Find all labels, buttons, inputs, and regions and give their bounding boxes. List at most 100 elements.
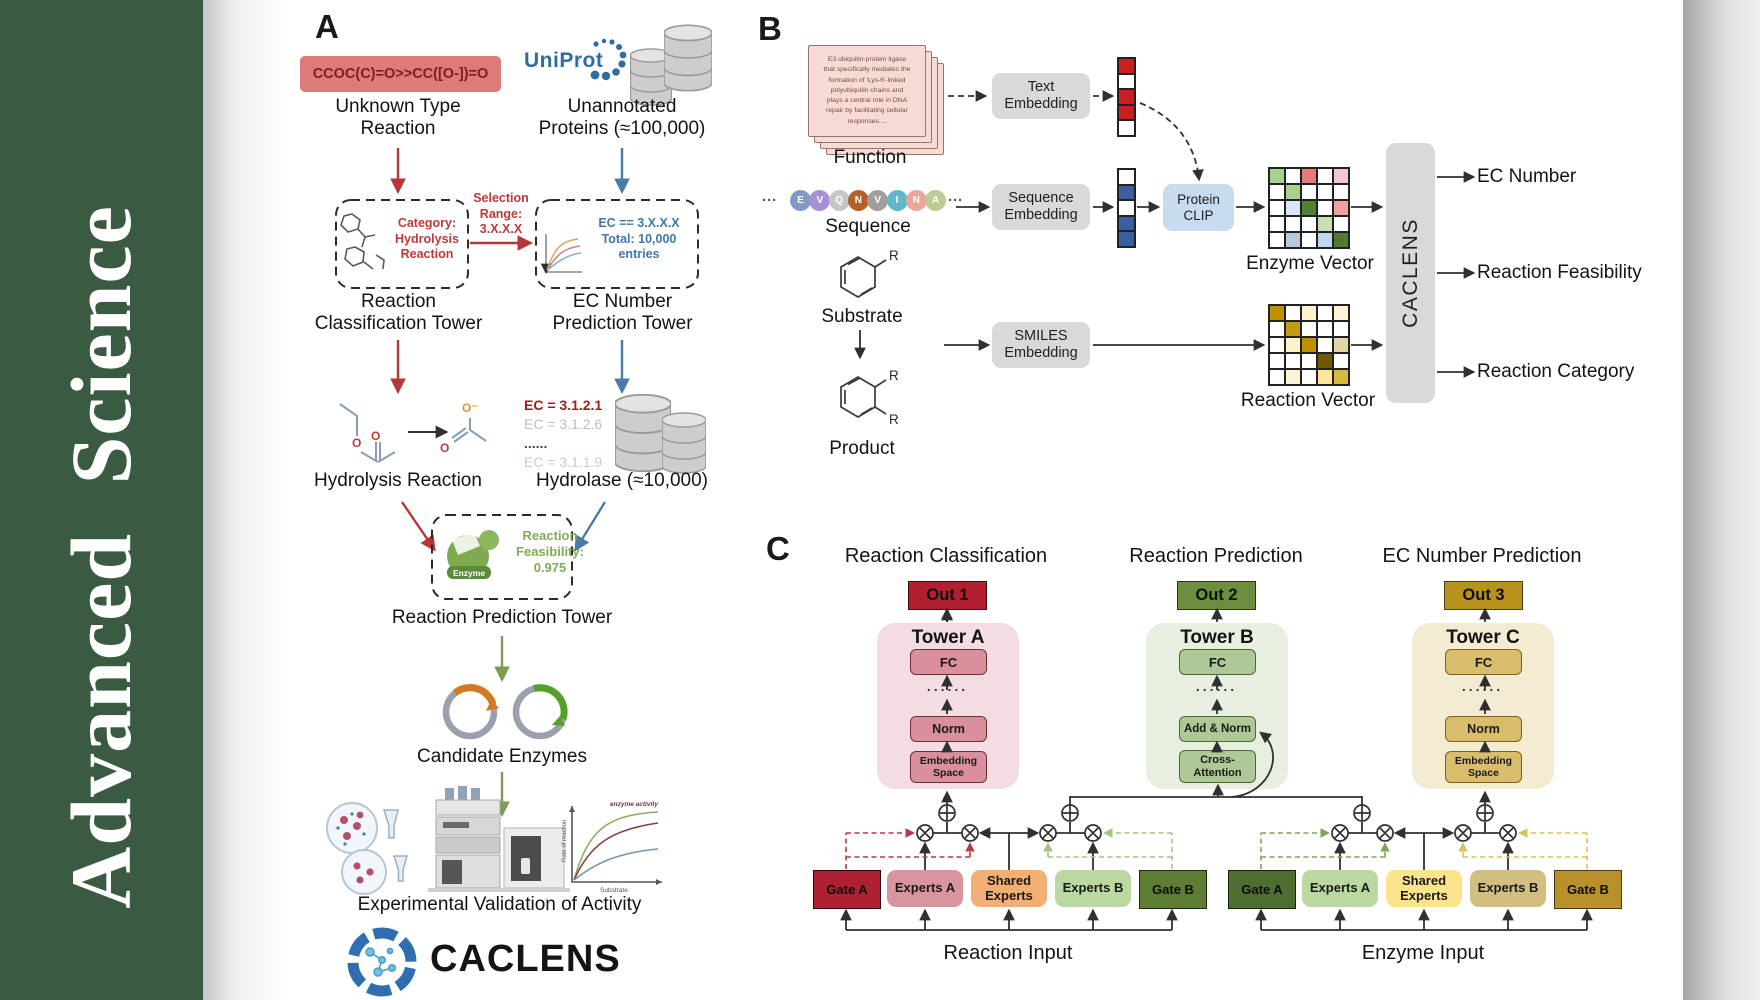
classification-tower-label: Reaction Classification Tower [314, 291, 483, 334]
out3-box: Out 3 [1444, 581, 1523, 610]
caclens-module: CACLENS [1386, 143, 1435, 403]
sequence-label: Sequence [825, 216, 911, 237]
kinetics-legend: enzyme activity [610, 801, 658, 808]
caclens-module-label: CACLENS [1398, 218, 1422, 328]
ec-number-list: EC = 3.1.2.1 EC = 3.1.2.6...... EC = 3.1.1… [524, 397, 603, 470]
screening-icon [326, 802, 408, 895]
uniprot-database-icon [630, 24, 712, 106]
function-label: Function [833, 147, 907, 168]
output-reaction-feasibility: Reaction Feasibility [1477, 262, 1642, 283]
smiles-embedding-box: SMILES Embedding [992, 322, 1090, 368]
prediction-tower-label: Reaction Prediction Tower [391, 607, 613, 628]
enzyme-icon: Enzyme [447, 530, 499, 579]
enzyme-badge-label: Enzyme [453, 568, 485, 578]
enzyme-input-label: Enzyme Input [1361, 942, 1485, 964]
substrate-molecule-icon [840, 256, 887, 298]
classification-dashed-box [335, 199, 469, 289]
plasmid-icons [442, 684, 568, 740]
enzyme-gate-a: Gate A [1228, 870, 1296, 909]
unannotated-proteins-label: Unannotated Proteins (≈100,000) [538, 96, 706, 139]
heading-reaction-classification: Reaction Classification [844, 545, 1048, 567]
oxygen-label-2: O [371, 429, 380, 443]
molecule-sketch-icon [340, 213, 385, 270]
kinetics-chart-icon: enzyme activity Rate of reaction Substra… [562, 801, 662, 894]
ec-dashed-box [535, 199, 699, 289]
hydrolase-label: Hydrolase (≈10,000) [535, 470, 708, 491]
reaction-vector-label: Reaction Vector [1240, 390, 1376, 411]
product-label: Product [829, 438, 895, 459]
hydrolysis-reaction-label: Hydrolysis Reaction [314, 470, 482, 491]
page-edge-shadow [1683, 0, 1760, 1000]
tower-b-addnorm: Add & Norm [1179, 716, 1256, 742]
acetate-molecule-icon [451, 418, 487, 443]
product-molecule-icon [840, 376, 887, 418]
reaction-input-label: Reaction Input [943, 942, 1073, 964]
product-r1-label: R [889, 368, 899, 383]
arrow-hydrolysis-to-tower [401, 501, 436, 552]
tower-a-norm: Norm [910, 716, 987, 742]
validation-label: Experimental Validation of Activity [357, 894, 642, 915]
panel-b-label: B [758, 10, 782, 47]
tower-b-cross-attention: Cross- Attention [1179, 750, 1256, 783]
oxygen-label-4: O [440, 441, 449, 455]
enzyme-vector-grid [1268, 167, 1350, 249]
tower-b-title: Tower B [1180, 627, 1254, 648]
enzyme-shared-experts: Shared Experts [1386, 870, 1462, 907]
heading-ec-number-prediction: EC Number Prediction [1382, 545, 1582, 567]
tower-a-fc: FC [910, 649, 987, 675]
substrate-r-label: R [889, 248, 899, 263]
product-r2-label: R [889, 412, 899, 427]
enzyme-gate-b: Gate B [1554, 870, 1622, 909]
ester-molecule-icon [339, 403, 396, 463]
kinetics-ylabel: Rate of reaction [562, 820, 568, 862]
hydrolase-database-icon [615, 393, 706, 474]
tower-a-title: Tower A [911, 627, 985, 648]
tower-c-norm: Norm [1445, 716, 1522, 742]
uniprot-logo-text: UniProt [524, 49, 604, 72]
feasibility-label: Reaction Feasibility: 0.975 [516, 528, 584, 575]
ec-curves-icon [546, 234, 582, 272]
tower-c-fc: FC [1445, 649, 1522, 675]
tower-a-dots: ...... [926, 678, 969, 694]
hplc-instrument-icon [428, 786, 570, 892]
panel-c-label: C [766, 530, 790, 567]
journal-name: Advanced Science [53, 205, 149, 909]
enzyme-experts-b: Experts B [1470, 870, 1546, 907]
uniprot-dots-icon [590, 38, 627, 81]
caclens-logo-word: CACLENS [430, 938, 621, 980]
ec-box-label: EC == 3.X.X.X Total: 10,000 entries [598, 216, 680, 261]
tower-b-fc: FC [1179, 649, 1256, 675]
out1-box: Out 1 [908, 581, 987, 610]
caclens-logo-icon [347, 927, 417, 997]
function-card: E3 ubiquitin-protein ligase that specific… [808, 45, 926, 137]
reaction-gate-b: Gate B [1139, 870, 1207, 909]
ec-tower-label: EC Number Prediction Tower [552, 291, 693, 334]
text-embedding-box: Text Embedding [992, 73, 1090, 119]
enzyme-vector-label: Enzyme Vector [1246, 253, 1374, 274]
sequence-ellipsis-right: ··· [948, 192, 963, 209]
unknown-reaction-label: Unknown Type Reaction [335, 96, 461, 139]
tower-a-embedding: Embedding Space [910, 751, 987, 783]
arrow-textvec-to-clip [1139, 102, 1204, 182]
reaction-gate-a: Gate A [813, 870, 881, 909]
output-reaction-category: Reaction Category [1477, 361, 1635, 382]
reaction-experts-a: Experts A [887, 870, 963, 907]
enzyme-experts-a: Experts A [1302, 870, 1378, 907]
sequence-embedding-box: Sequence Embedding [992, 184, 1090, 230]
sequence-ellipsis-left: ··· [762, 192, 777, 209]
smiles-reaction-box: CCOC(C)=O>>CC([O-])=O [300, 56, 501, 92]
tower-b-dots: ...... [1195, 678, 1238, 694]
oxygen-label-3: O⁻ [462, 401, 478, 415]
heading-reaction-prediction: Reaction Prediction [1129, 545, 1303, 567]
arrow-hydrolase-to-tower [574, 501, 607, 552]
tower-c-dots: ...... [1461, 678, 1504, 694]
substrate-label: Substrate [821, 306, 903, 327]
kinetics-xlabel: Substrate [600, 887, 628, 894]
out2-box: Out 2 [1177, 581, 1256, 610]
protein-clip-box: Protein CLIP [1163, 184, 1234, 231]
candidate-enzymes-label: Candidate Enzymes [416, 746, 588, 767]
selection-range-label: Selection Range: 3.X.X.X [473, 191, 529, 236]
